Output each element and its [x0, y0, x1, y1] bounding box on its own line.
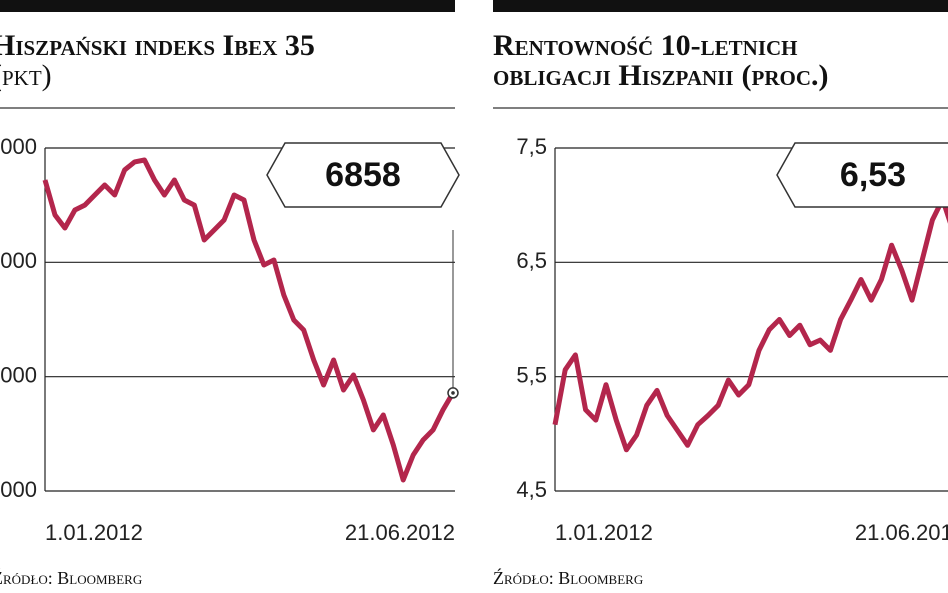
- data-line: [42, 157, 456, 483]
- annotation: 6,53: [840, 156, 906, 194]
- annotation-box: [266, 142, 460, 208]
- subtitle: (proc.): [742, 59, 829, 92]
- y-tick-label: 7000: [0, 362, 37, 387]
- chart-title: obligacji Hiszpanii (proc.): [493, 59, 828, 92]
- source: Źródło: Bloomberg: [0, 567, 142, 588]
- source: Źródło: Bloomberg: [493, 567, 643, 588]
- chart-title: Rentowność 10-letnich: [493, 29, 798, 62]
- x-tick-label: 21.06.2012: [345, 520, 455, 545]
- y-tick-label: 9000: [0, 134, 37, 159]
- y-tick-label: 6,5: [516, 248, 547, 273]
- end-dot: [451, 391, 455, 395]
- y-tick-label: 6000: [0, 477, 37, 502]
- chart-title: Hiszpański indeks Ibex 35: [0, 29, 315, 62]
- title-line: Rentowność 10-letnich: [493, 29, 798, 62]
- data-line: [552, 196, 948, 453]
- y-tick-label: 4,5: [516, 477, 547, 502]
- top-bar: [493, 0, 948, 12]
- title-line: obligacji Hiszpanii: [493, 59, 734, 92]
- y-tick-label: 8000: [0, 248, 37, 273]
- annotation-box: [776, 142, 948, 208]
- x-tick-label: 1.01.2012: [45, 520, 143, 545]
- y-tick-label: 7,5: [516, 134, 547, 159]
- subtitle: (pkt): [0, 59, 52, 92]
- top-bar: [0, 0, 455, 12]
- y-tick-label: 5,5: [516, 362, 547, 387]
- title-line: Hiszpański indeks Ibex 35: [0, 29, 315, 62]
- x-tick-label: 21.06.2012: [855, 520, 948, 545]
- annotation: 6858: [325, 156, 401, 194]
- x-tick-label: 1.01.2012: [555, 520, 653, 545]
